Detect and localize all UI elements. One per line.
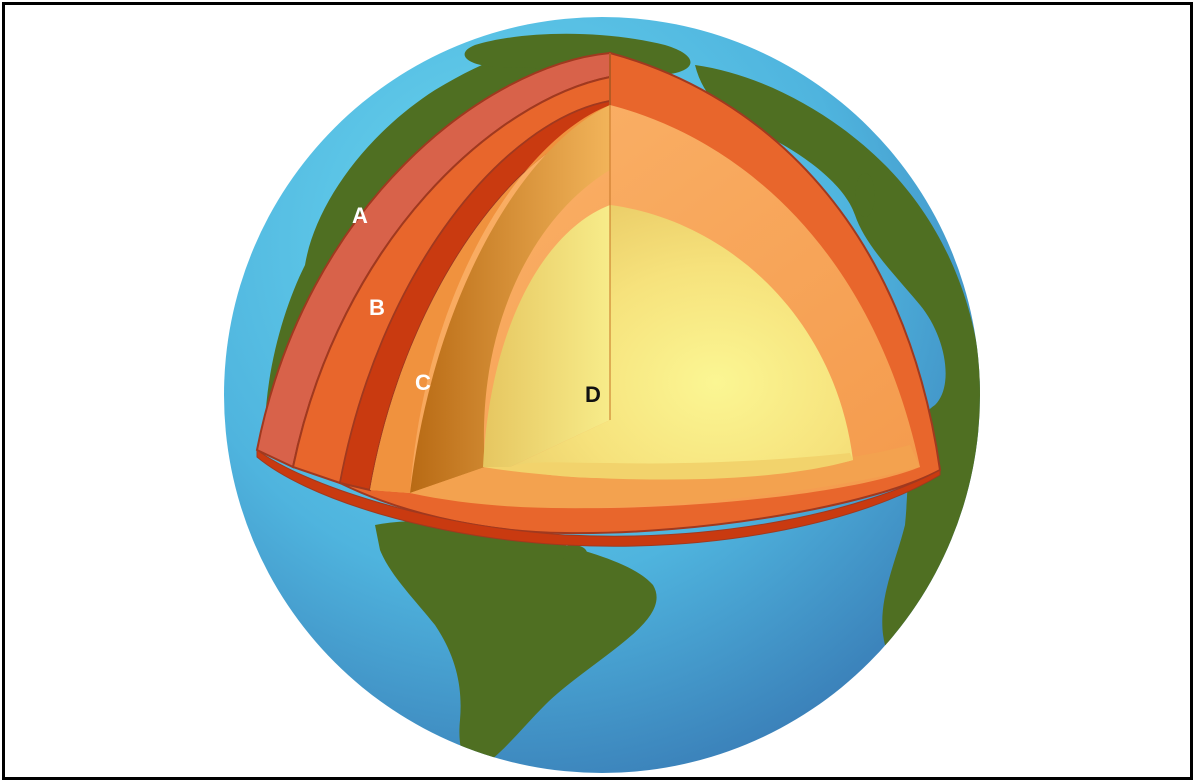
layer-c-outer-core-side [370, 105, 610, 493]
label-c: C [415, 370, 431, 395]
label-a: A [352, 203, 368, 228]
cut-bottom-rim [256, 449, 941, 547]
south-america-landmass [375, 520, 657, 768]
layer-c-inner-side [410, 105, 610, 493]
island-landmass [559, 545, 587, 561]
layer-d-inner-core-floor [483, 453, 853, 480]
label-b: B [369, 295, 385, 320]
island-landmass [855, 173, 875, 217]
layer-d-inner-core-side [483, 205, 610, 467]
label-d: D [585, 382, 601, 407]
europe-africa-landmass [695, 65, 980, 647]
earth-layers-diagram: A B C D [224, 17, 980, 773]
layer-d-inner-core [510, 205, 853, 479]
